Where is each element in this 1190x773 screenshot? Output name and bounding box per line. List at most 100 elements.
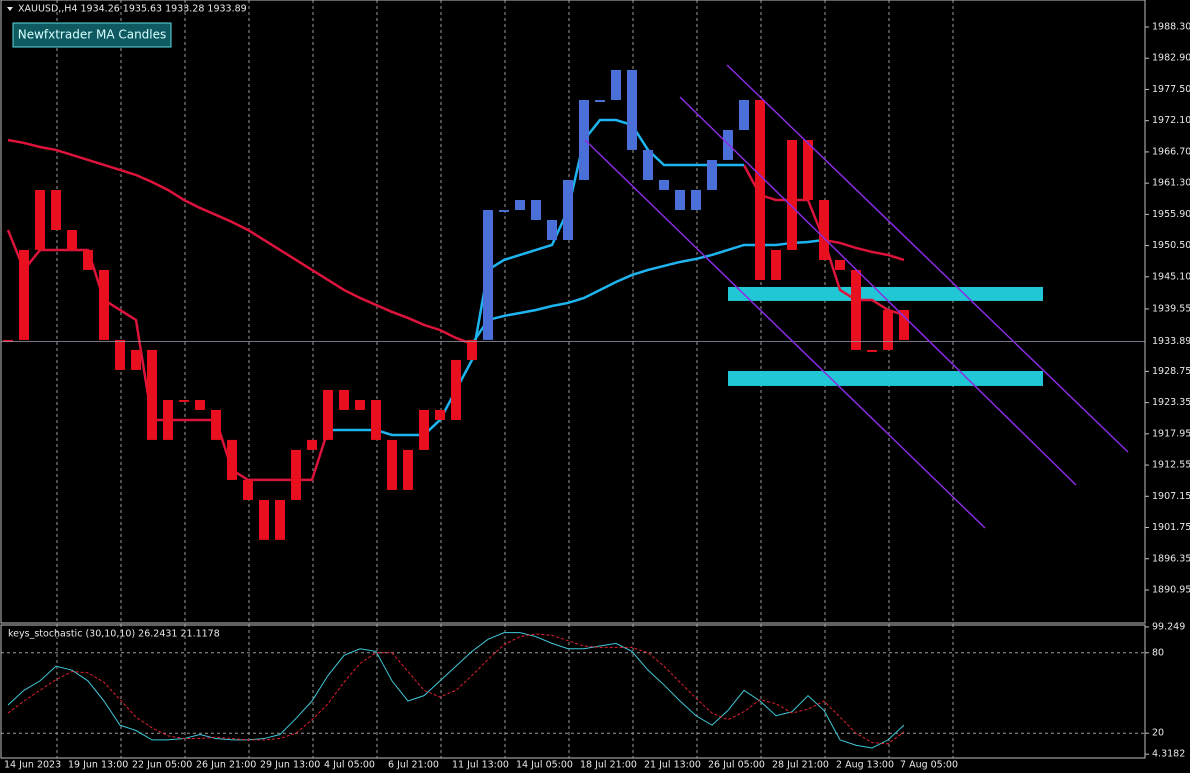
moving-average [328, 118, 744, 437]
zone [728, 370, 1043, 386]
candle [755, 99, 765, 280]
button[interactable] [12, 22, 172, 48]
candle [371, 399, 381, 440]
candle [35, 189, 45, 250]
candle [339, 389, 349, 410]
x-tick-label: 22 Jun 05:00 [132, 760, 192, 771]
moving-average [7, 138, 473, 346]
candle [899, 309, 909, 340]
candle [323, 389, 333, 440]
candle [675, 189, 685, 210]
y-tick-label: 1901.75 [1152, 522, 1190, 533]
candle [83, 249, 93, 270]
candle [579, 99, 589, 180]
candle [387, 439, 397, 490]
candle [227, 439, 237, 480]
candle [835, 259, 845, 270]
candle [355, 399, 365, 410]
candle [51, 189, 61, 230]
candle [307, 439, 317, 450]
y-tick-label: 1982.90 [1152, 53, 1190, 64]
y-tick-label: 80 [1152, 647, 1164, 658]
y-tick-label: 1977.50 [1152, 84, 1190, 95]
candle [131, 349, 141, 370]
stoch-title: keys_stochastic (30,10,10) 26.2431 21.11… [8, 629, 220, 640]
last-price-label: 1933.89 [1152, 336, 1190, 347]
zone [728, 286, 1043, 301]
x-tick-label: 21 Jul 13:00 [644, 760, 701, 771]
button-label[interactable]: Newfxtrader MA Candles [18, 28, 167, 42]
candle [179, 399, 189, 402]
candle [611, 69, 621, 100]
y-tick-label: 1950.50 [1152, 240, 1190, 251]
candle [659, 179, 669, 190]
candle [435, 409, 445, 420]
channel-line [726, 64, 1129, 453]
candle [595, 99, 605, 102]
y-tick-label: 1896.35 [1152, 553, 1190, 564]
candle [211, 409, 221, 440]
x-tick-label: 11 Jul 13:00 [452, 760, 509, 771]
x-tick-label: 19 Jun 13:00 [68, 760, 128, 771]
candle [259, 499, 269, 540]
candle [419, 409, 429, 450]
y-tick-label: 1966.70 [1152, 146, 1190, 157]
y-tick-label: 1955.90 [1152, 209, 1190, 220]
x-tick-label: 6 Jul 21:00 [388, 760, 439, 771]
y-tick-label: 20 [1152, 728, 1164, 739]
channel-line [584, 139, 986, 529]
y-tick-label: 1912.55 [1152, 460, 1190, 471]
main-pane-border [0, 0, 1146, 624]
candle [707, 159, 717, 190]
candle [819, 199, 829, 260]
y-tick-label: 1890.95 [1152, 584, 1190, 595]
moving-average [470, 238, 825, 345]
y-tick-label: 99.249 [1152, 621, 1185, 632]
candle [691, 189, 701, 210]
candle [67, 229, 77, 250]
y-tick-label: 1945.10 [1152, 271, 1190, 282]
candle [483, 209, 493, 340]
candle [787, 140, 797, 250]
candle [643, 149, 653, 180]
stoch-line [7, 633, 905, 745]
candle [3, 339, 13, 342]
x-tick-label: 26 Jul 05:00 [708, 760, 765, 771]
x-tick-label: 26 Jun 21:00 [196, 760, 256, 771]
candle [467, 339, 477, 360]
candle [803, 140, 813, 200]
candle [531, 199, 541, 220]
stoch-pane-border [0, 624, 1146, 759]
candle [195, 399, 205, 410]
x-tick-label: 29 Jun 13:00 [260, 760, 320, 771]
candle [739, 99, 749, 131]
candle [403, 449, 413, 490]
candle [883, 309, 893, 350]
candle [563, 179, 573, 240]
candle [163, 399, 173, 440]
candle [851, 269, 861, 350]
moving-average [823, 238, 905, 262]
x-tick-label: 14 Jul 05:00 [516, 760, 573, 771]
candle [99, 269, 109, 340]
stoch-line [7, 632, 905, 749]
candle [867, 349, 877, 352]
y-tick-label: 4.3182 [1152, 749, 1185, 760]
candle [275, 499, 285, 540]
x-tick-label: 18 Jul 21:00 [580, 760, 637, 771]
candle [515, 199, 525, 210]
candle [291, 449, 301, 500]
x-tick-label: 2 Aug 13:00 [836, 760, 894, 771]
y-tick-label: 1923.35 [1152, 397, 1190, 408]
x-tick-label: 14 Jun 2023 [4, 760, 61, 771]
y-tick-label: 1961.30 [1152, 178, 1190, 189]
channel-line [679, 96, 1077, 486]
x-tick-label: 28 Jul 21:00 [772, 760, 829, 771]
candle [19, 249, 29, 340]
candle [627, 69, 637, 150]
y-tick-label: 1917.95 [1152, 428, 1190, 439]
candle [547, 219, 557, 240]
candle [147, 349, 157, 440]
